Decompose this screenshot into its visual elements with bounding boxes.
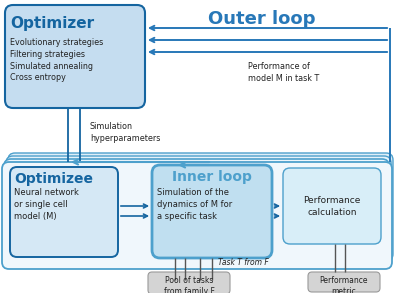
Text: Task T from F: Task T from F [218,258,269,267]
Text: Outer loop: Outer loop [208,10,316,28]
Text: Inner loop: Inner loop [172,170,252,184]
FancyBboxPatch shape [4,159,389,267]
FancyBboxPatch shape [308,272,380,292]
Text: Evolutionary strategies
Filtering strategies
Simulated annealing
Cross entropy: Evolutionary strategies Filtering strate… [10,38,103,82]
FancyBboxPatch shape [283,168,381,244]
FancyBboxPatch shape [10,167,118,257]
Text: Optimizee: Optimizee [14,172,93,186]
Text: Performance of
model M in task T: Performance of model M in task T [248,62,319,83]
Text: Neural network
or single cell
model (M): Neural network or single cell model (M) [14,188,79,221]
Text: Performance
metric: Performance metric [320,276,368,293]
FancyBboxPatch shape [2,162,392,269]
Text: Performance
calculation: Performance calculation [303,196,361,217]
Text: Pool of tasks
from family F: Pool of tasks from family F [164,276,214,293]
FancyBboxPatch shape [152,165,272,258]
FancyBboxPatch shape [8,153,393,261]
Text: Optimizer: Optimizer [10,16,94,31]
Text: Simulation of the
dynamics of M for
a specific task: Simulation of the dynamics of M for a sp… [157,188,232,221]
FancyBboxPatch shape [148,272,230,293]
FancyBboxPatch shape [6,156,391,264]
FancyBboxPatch shape [5,5,145,108]
Text: Simulation
hyperparameters: Simulation hyperparameters [90,122,160,143]
